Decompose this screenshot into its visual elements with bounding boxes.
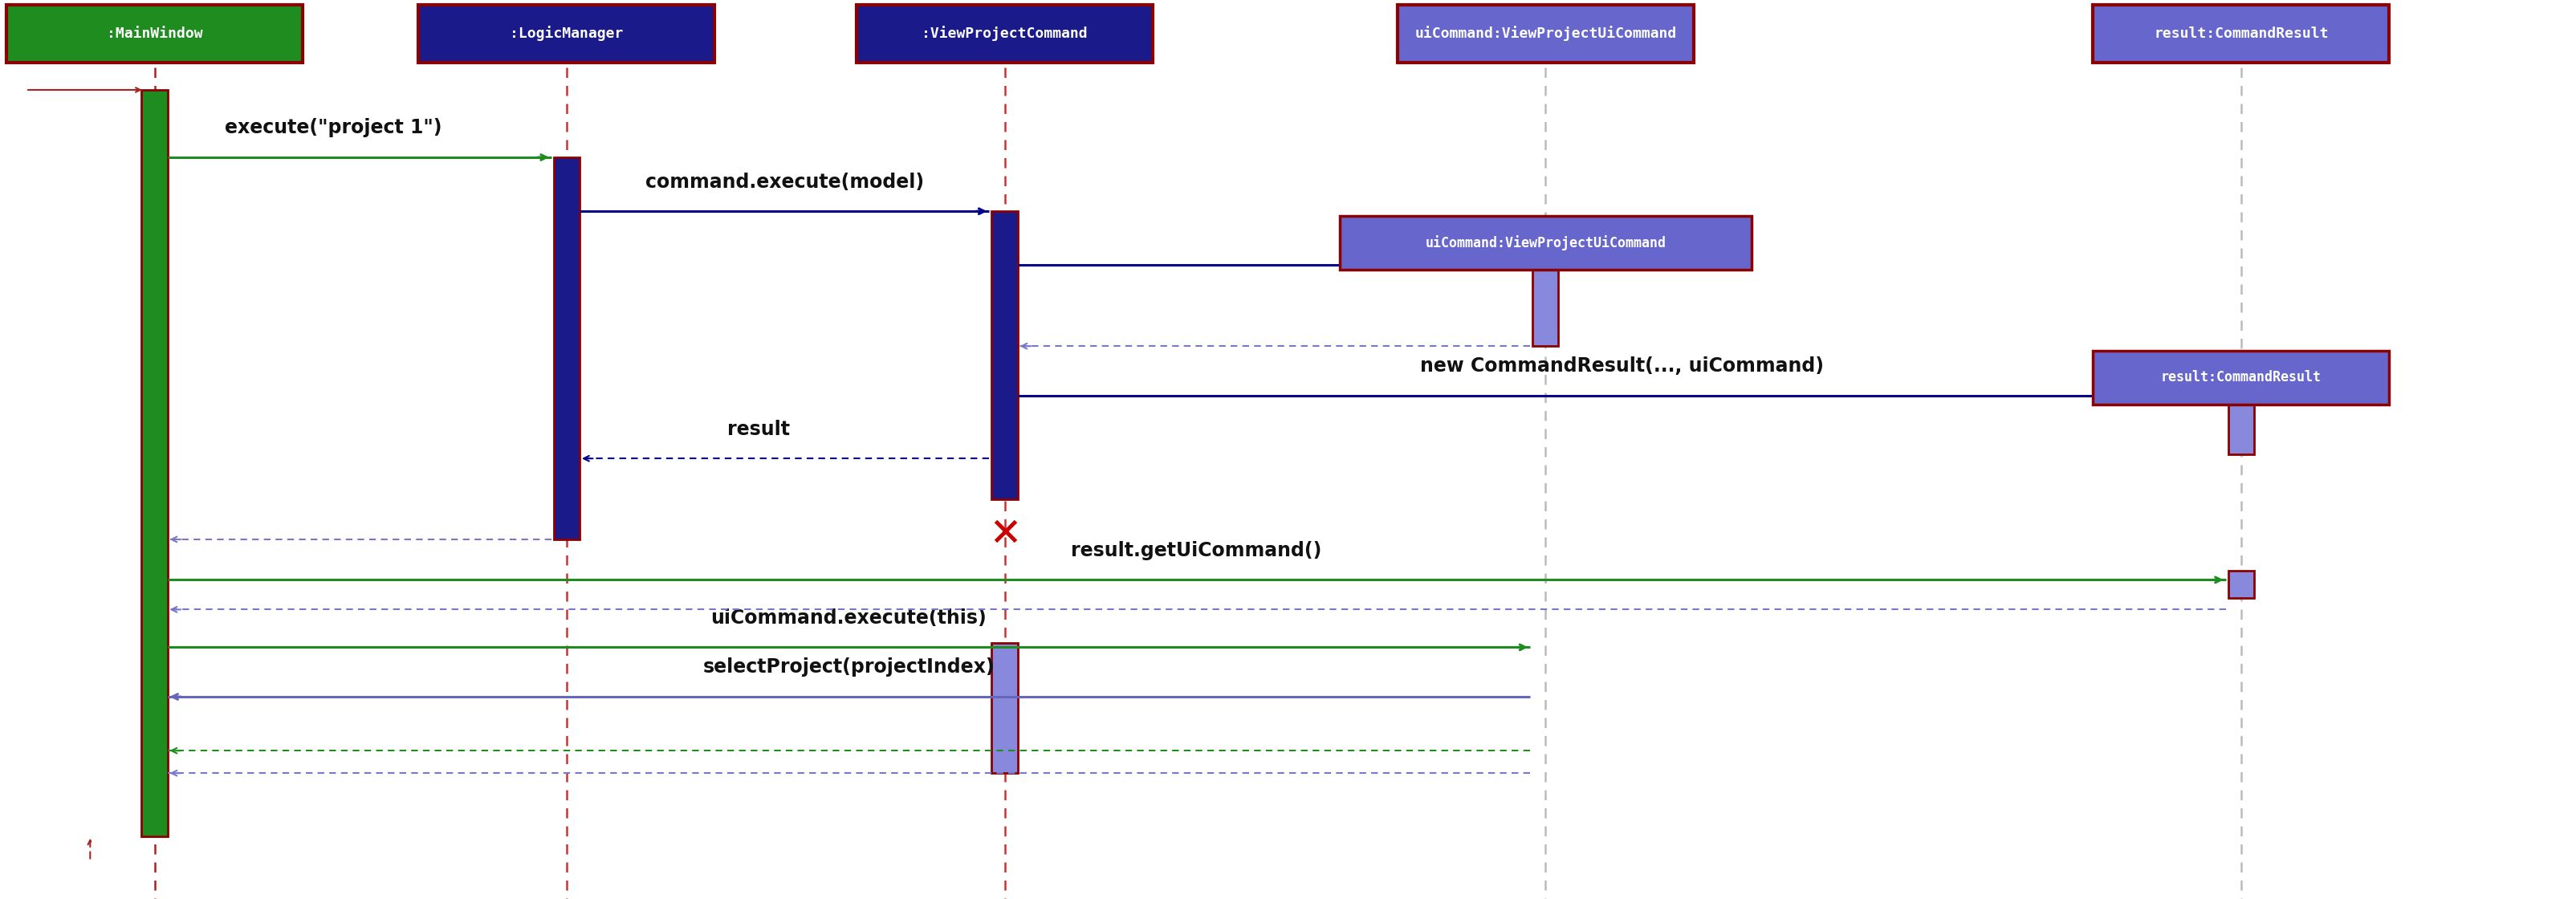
Bar xyxy=(2228,396,2254,454)
FancyBboxPatch shape xyxy=(8,4,304,63)
Text: :ViewProjectCommand: :ViewProjectCommand xyxy=(922,26,1087,41)
Text: :LogicManager: :LogicManager xyxy=(510,26,623,41)
Text: uiCommand:ViewProjectUiCommand: uiCommand:ViewProjectUiCommand xyxy=(1414,26,1677,41)
Text: execute("project 1"): execute("project 1") xyxy=(224,119,443,138)
FancyBboxPatch shape xyxy=(2092,351,2388,405)
FancyBboxPatch shape xyxy=(1340,216,1752,270)
Bar xyxy=(992,211,1018,499)
FancyBboxPatch shape xyxy=(1396,4,1692,63)
FancyBboxPatch shape xyxy=(2092,4,2388,63)
Bar xyxy=(1533,265,1558,346)
Bar xyxy=(2228,571,2254,598)
FancyBboxPatch shape xyxy=(417,4,716,63)
Bar xyxy=(142,90,167,836)
Text: new CommandResult(..., uiCommand): new CommandResult(..., uiCommand) xyxy=(1419,357,1824,376)
Text: result: result xyxy=(726,420,791,439)
Text: uiCommand:ViewProjectUiCommand: uiCommand:ViewProjectUiCommand xyxy=(1425,236,1667,250)
Text: result:CommandResult: result:CommandResult xyxy=(2161,370,2321,385)
Text: result:CommandResult: result:CommandResult xyxy=(2154,26,2329,41)
Text: selectProject(projectIndex): selectProject(projectIndex) xyxy=(703,658,994,677)
Text: command.execute(model): command.execute(model) xyxy=(644,173,925,191)
Bar xyxy=(992,643,1018,773)
FancyBboxPatch shape xyxy=(855,4,1151,63)
Text: :MainWindow: :MainWindow xyxy=(106,26,204,41)
Bar xyxy=(554,157,580,539)
Text: uiCommand.execute(this): uiCommand.execute(this) xyxy=(711,609,987,628)
Text: result.getUiCommand(): result.getUiCommand() xyxy=(1072,541,1321,560)
